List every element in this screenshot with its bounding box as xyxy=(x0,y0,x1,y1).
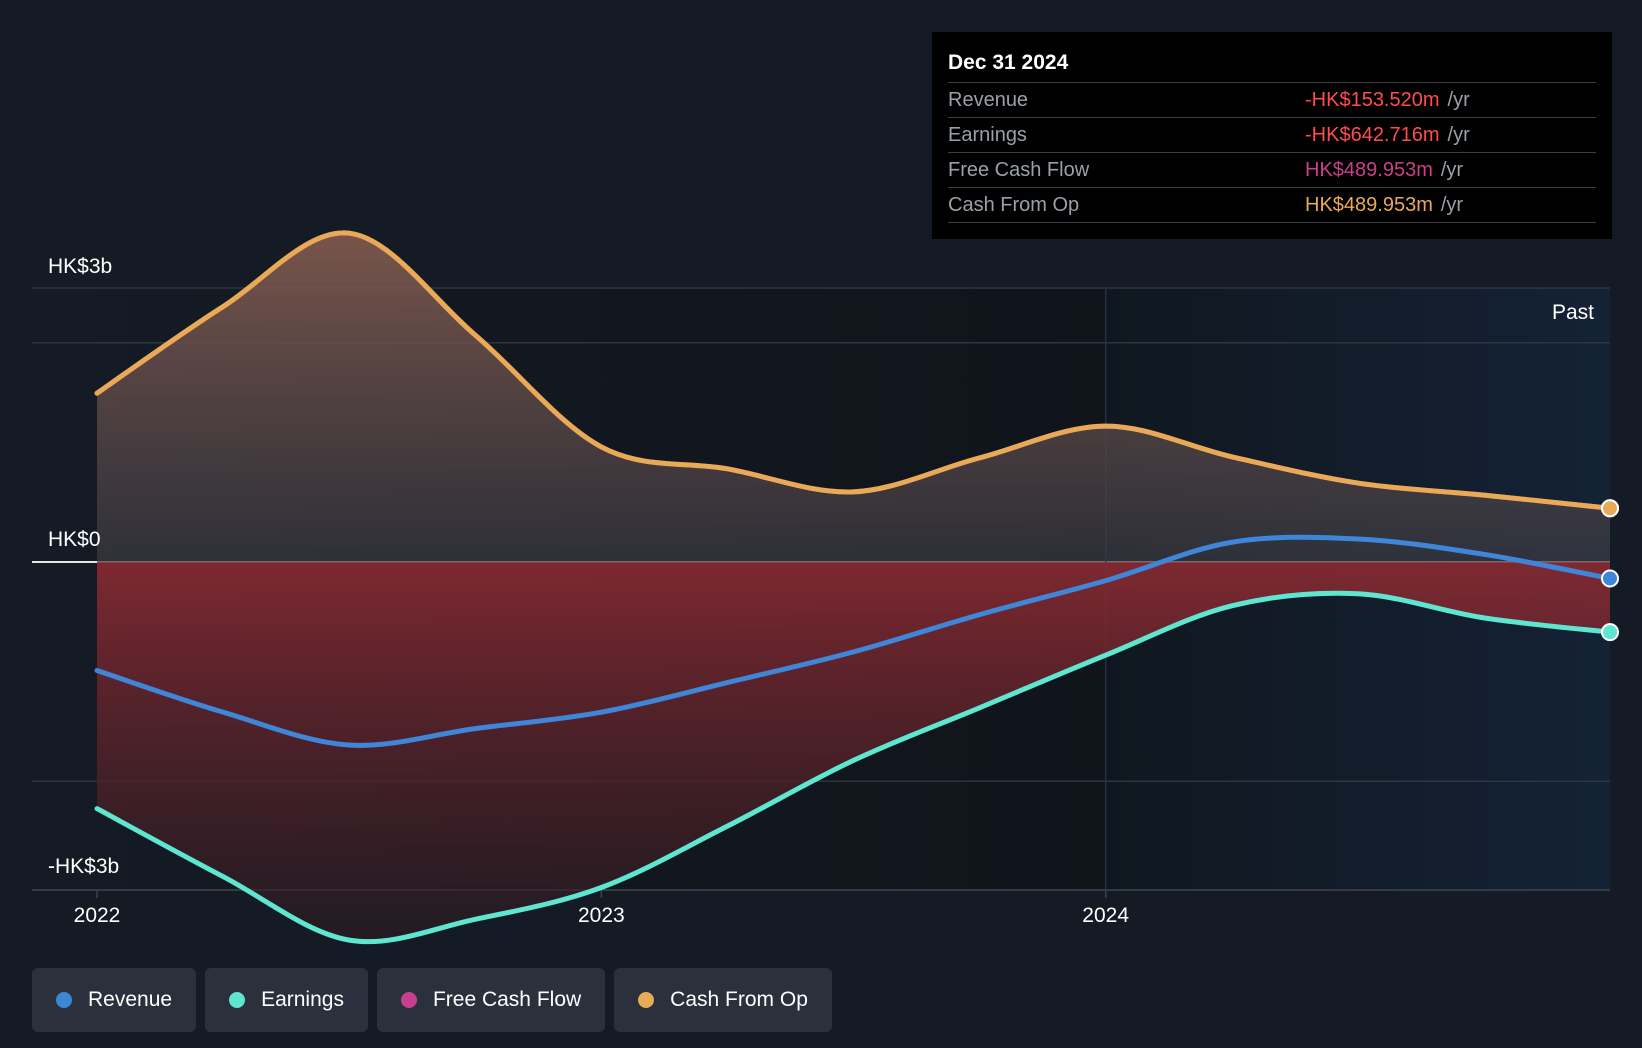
legend-item-free-cash-flow[interactable]: Free Cash Flow xyxy=(376,968,606,1032)
revenue-dot-icon xyxy=(56,992,72,1008)
tooltip-value-revenue: -HK$153.520m xyxy=(1305,89,1440,111)
x-tick-label: 2022 xyxy=(74,904,121,927)
tooltip-label: Revenue xyxy=(948,89,1029,111)
earnings-line xyxy=(94,590,1613,945)
tooltip-date: Dec 31 2024 xyxy=(948,44,1596,83)
tooltip-unit: /yr xyxy=(1440,194,1464,216)
earnings-area xyxy=(97,562,1610,942)
revenue-line xyxy=(94,534,1613,748)
tooltip-unit: /yr xyxy=(1447,89,1470,111)
past-label: Past xyxy=(1552,301,1594,324)
legend: Revenue Earnings Free Cash Flow Cash Fro… xyxy=(32,968,841,1032)
legend-label: Free Cash Flow xyxy=(432,988,582,1011)
chart: HK$3b HK$0 -HK$3b 2022 2023 2024 Past xyxy=(32,230,1619,945)
tooltip-row-free-cash-flow: Free Cash Flow HK$489.953m /yr xyxy=(948,153,1596,188)
tooltip-row-revenue: Revenue -HK$153.520m /yr xyxy=(948,83,1596,118)
tooltip-value-earnings: -HK$642.716m xyxy=(1305,124,1440,146)
tooltip-row-cash-from-op: Cash From Op HK$489.953m /yr xyxy=(948,188,1596,223)
legend-item-revenue[interactable]: Revenue xyxy=(32,968,197,1032)
y-tick-label: -HK$3b xyxy=(48,855,119,878)
tooltip-value-free-cash-flow: HK$489.953m xyxy=(1305,159,1433,181)
tooltip-value-cash-from-op: HK$489.953m xyxy=(1305,194,1433,216)
cash-from-op-dot-icon xyxy=(638,992,655,1008)
tooltip-row-earnings: Earnings -HK$642.716m /yr xyxy=(948,118,1596,153)
tooltip-label: Cash From Op xyxy=(948,194,1080,216)
tooltip-label: Earnings xyxy=(948,124,1027,146)
x-tick-label: 2023 xyxy=(578,904,625,927)
tooltip-panel: Dec 31 2024 Revenue -HK$153.520m /yr Ear… xyxy=(932,32,1612,239)
legend-label: Cash From Op xyxy=(670,988,808,1011)
tooltip-unit: /yr xyxy=(1447,124,1470,146)
cash-from-op-area xyxy=(97,232,1610,563)
free-cash-flow-dot-icon xyxy=(400,992,417,1008)
y-tick-label: HK$0 xyxy=(48,528,101,551)
x-tick-label: 2024 xyxy=(1082,904,1129,927)
revenue-end-point[interactable] xyxy=(1601,569,1619,588)
legend-item-earnings[interactable]: Earnings xyxy=(205,968,368,1032)
tooltip-label: Free Cash Flow xyxy=(948,159,1090,181)
legend-item-cash-from-op[interactable]: Cash From Op xyxy=(614,968,832,1032)
cash-from-op-line xyxy=(94,230,1613,511)
y-tick-label: HK$3b xyxy=(48,255,112,278)
legend-label: Earnings xyxy=(261,988,344,1011)
earnings-end-point[interactable] xyxy=(1601,623,1619,642)
tooltip-unit: /yr xyxy=(1440,159,1464,181)
legend-label: Revenue xyxy=(88,988,173,1011)
cash-from-op-end-point[interactable] xyxy=(1601,499,1619,518)
earnings-dot-icon xyxy=(229,992,246,1008)
